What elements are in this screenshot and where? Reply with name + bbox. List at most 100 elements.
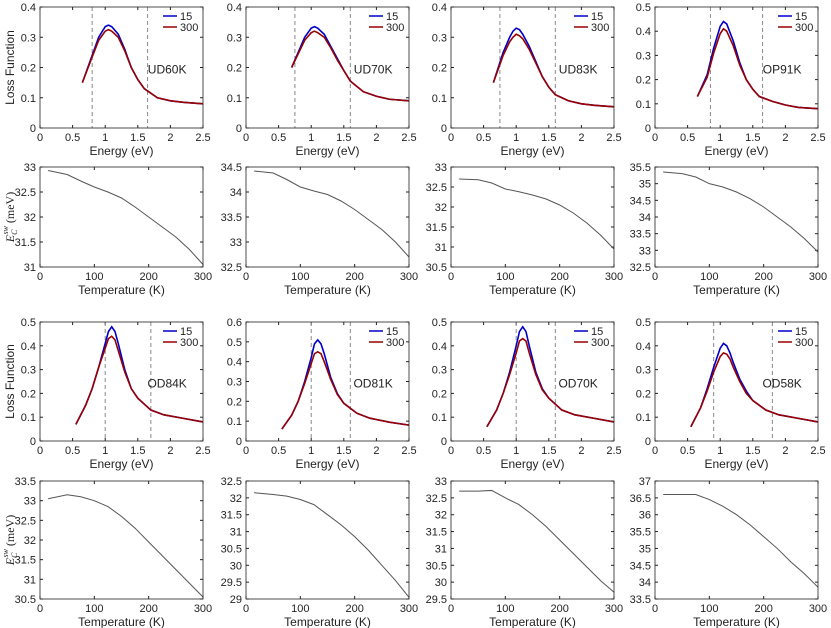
x-tick-label: 200 bbox=[754, 603, 772, 615]
x-tick-label: 0 bbox=[37, 271, 43, 283]
y-tick-label: 32 bbox=[230, 493, 242, 505]
y-tick-label: 31.5 bbox=[426, 222, 447, 234]
data-line bbox=[48, 494, 204, 598]
legend-label: 15 bbox=[795, 11, 807, 23]
data-line bbox=[254, 492, 410, 598]
y-tick-label: 0 bbox=[645, 123, 651, 135]
data-line bbox=[690, 352, 819, 428]
x-tick-label: 0.5 bbox=[65, 132, 80, 144]
data-line bbox=[459, 178, 615, 250]
x-tick-label: 300 bbox=[194, 603, 212, 615]
y-tick-label: 0.1 bbox=[636, 99, 651, 111]
axes-box bbox=[450, 166, 615, 268]
y-tick-label: 0.3 bbox=[21, 365, 36, 377]
y-tick-label: 0.2 bbox=[21, 63, 36, 75]
y-tick-label: 34 bbox=[230, 187, 242, 199]
data-line bbox=[492, 33, 615, 108]
y-tick-label: 34 bbox=[639, 577, 651, 589]
y-tick-label: 34.5 bbox=[221, 162, 242, 174]
y-tick-label: 0.1 bbox=[21, 93, 36, 105]
y-tick-label: 32.5 bbox=[221, 262, 242, 274]
x-tick-label: 0 bbox=[243, 603, 249, 615]
axes-box bbox=[39, 321, 204, 442]
y-tick-label: 35 bbox=[639, 543, 651, 555]
axes-box bbox=[39, 166, 204, 268]
x-tick-label: 0 bbox=[652, 132, 658, 144]
y-tick-label: 0 bbox=[236, 123, 242, 135]
legend-label: 15 bbox=[386, 11, 398, 23]
x-tick-label: 2.5 bbox=[401, 445, 416, 457]
y-axis-label-part: (meV) bbox=[3, 515, 17, 549]
y-tick-label: 33 bbox=[435, 162, 447, 174]
y-axis-label-part: (meV) bbox=[3, 192, 17, 226]
x-tick-label: 1 bbox=[308, 132, 314, 144]
y-tick-label: 34 bbox=[639, 212, 651, 224]
x-tick-label: 1.5 bbox=[336, 132, 351, 144]
y-tick-label: 35 bbox=[639, 179, 651, 191]
axes-box bbox=[450, 480, 615, 600]
legend-label: 15 bbox=[180, 326, 192, 338]
y-axis-label: Loss Function bbox=[3, 30, 17, 105]
y-tick-label: 32 bbox=[435, 202, 447, 214]
x-axis-label: Energy (eV) bbox=[89, 144, 153, 158]
data-line bbox=[81, 28, 204, 105]
y-tick-label: 0.4 bbox=[432, 341, 447, 353]
data-line bbox=[663, 493, 819, 588]
panel: 0 100 200 300 29 29.5 30 30.5 31 31.5 32 32.5 Temper… bbox=[221, 476, 419, 628]
y-tick-label: 0 bbox=[30, 436, 36, 448]
y-tick-label: 0.1 bbox=[432, 93, 447, 105]
x-tick-label: 200 bbox=[139, 271, 157, 283]
axes-box bbox=[654, 321, 819, 442]
y-axis-label: Loss Function bbox=[3, 344, 17, 419]
axes-box bbox=[245, 166, 410, 268]
legend-label: 300 bbox=[591, 337, 609, 349]
y-tick-label: 29.5 bbox=[221, 577, 242, 589]
x-tick-label: 100 bbox=[291, 603, 309, 615]
panel: 0 100 200 300 30.5 31 31.5 32 32.5 33 Temperature … bbox=[426, 162, 624, 297]
y-tick-label: 0.4 bbox=[21, 2, 36, 14]
y-tick-label: 0 bbox=[30, 123, 36, 135]
y-tick-label: 0.1 bbox=[432, 412, 447, 424]
x-tick-label: 1.5 bbox=[130, 445, 145, 457]
plot-area bbox=[655, 481, 818, 599]
x-tick-label: 2.5 bbox=[810, 445, 825, 457]
y-tick-label: 30.5 bbox=[426, 262, 447, 274]
x-tick-label: 1.5 bbox=[130, 132, 145, 144]
y-axis-label-part: sw bbox=[1, 548, 10, 557]
y-tick-label: 32 bbox=[24, 535, 36, 547]
x-axis-label: Temperature (K) bbox=[78, 283, 165, 297]
x-tick-label: 2 bbox=[373, 445, 379, 457]
x-tick-label: 1.5 bbox=[336, 445, 351, 457]
x-tick-label: 0.5 bbox=[476, 132, 491, 144]
y-tick-label: 0.1 bbox=[636, 412, 651, 424]
y-tick-label: 0.2 bbox=[432, 63, 447, 75]
x-tick-label: 200 bbox=[754, 271, 772, 283]
x-tick-label: 0.5 bbox=[271, 132, 286, 144]
x-tick-label: 300 bbox=[194, 271, 212, 283]
y-axis-label-part: E bbox=[3, 234, 17, 243]
axes-box bbox=[450, 6, 615, 129]
x-tick-label: 1 bbox=[102, 445, 108, 457]
y-tick-label: 0.1 bbox=[227, 416, 242, 428]
x-tick-label: 0 bbox=[448, 603, 454, 615]
axes-box bbox=[245, 480, 410, 600]
x-axis-label: Energy (eV) bbox=[295, 144, 359, 158]
x-tick-label: 100 bbox=[85, 271, 103, 283]
x-tick-label: 1.5 bbox=[541, 445, 556, 457]
x-tick-label: 0.5 bbox=[65, 445, 80, 457]
y-tick-label: 0.4 bbox=[227, 357, 242, 369]
plot-area bbox=[40, 481, 203, 599]
y-tick-label: 0.3 bbox=[227, 32, 242, 44]
axes-box bbox=[654, 166, 819, 268]
data-line bbox=[486, 337, 615, 428]
x-tick-label: 200 bbox=[345, 271, 363, 283]
y-tick-label: 0.3 bbox=[432, 32, 447, 44]
x-tick-label: 100 bbox=[700, 603, 718, 615]
x-tick-label: 1 bbox=[513, 445, 519, 457]
